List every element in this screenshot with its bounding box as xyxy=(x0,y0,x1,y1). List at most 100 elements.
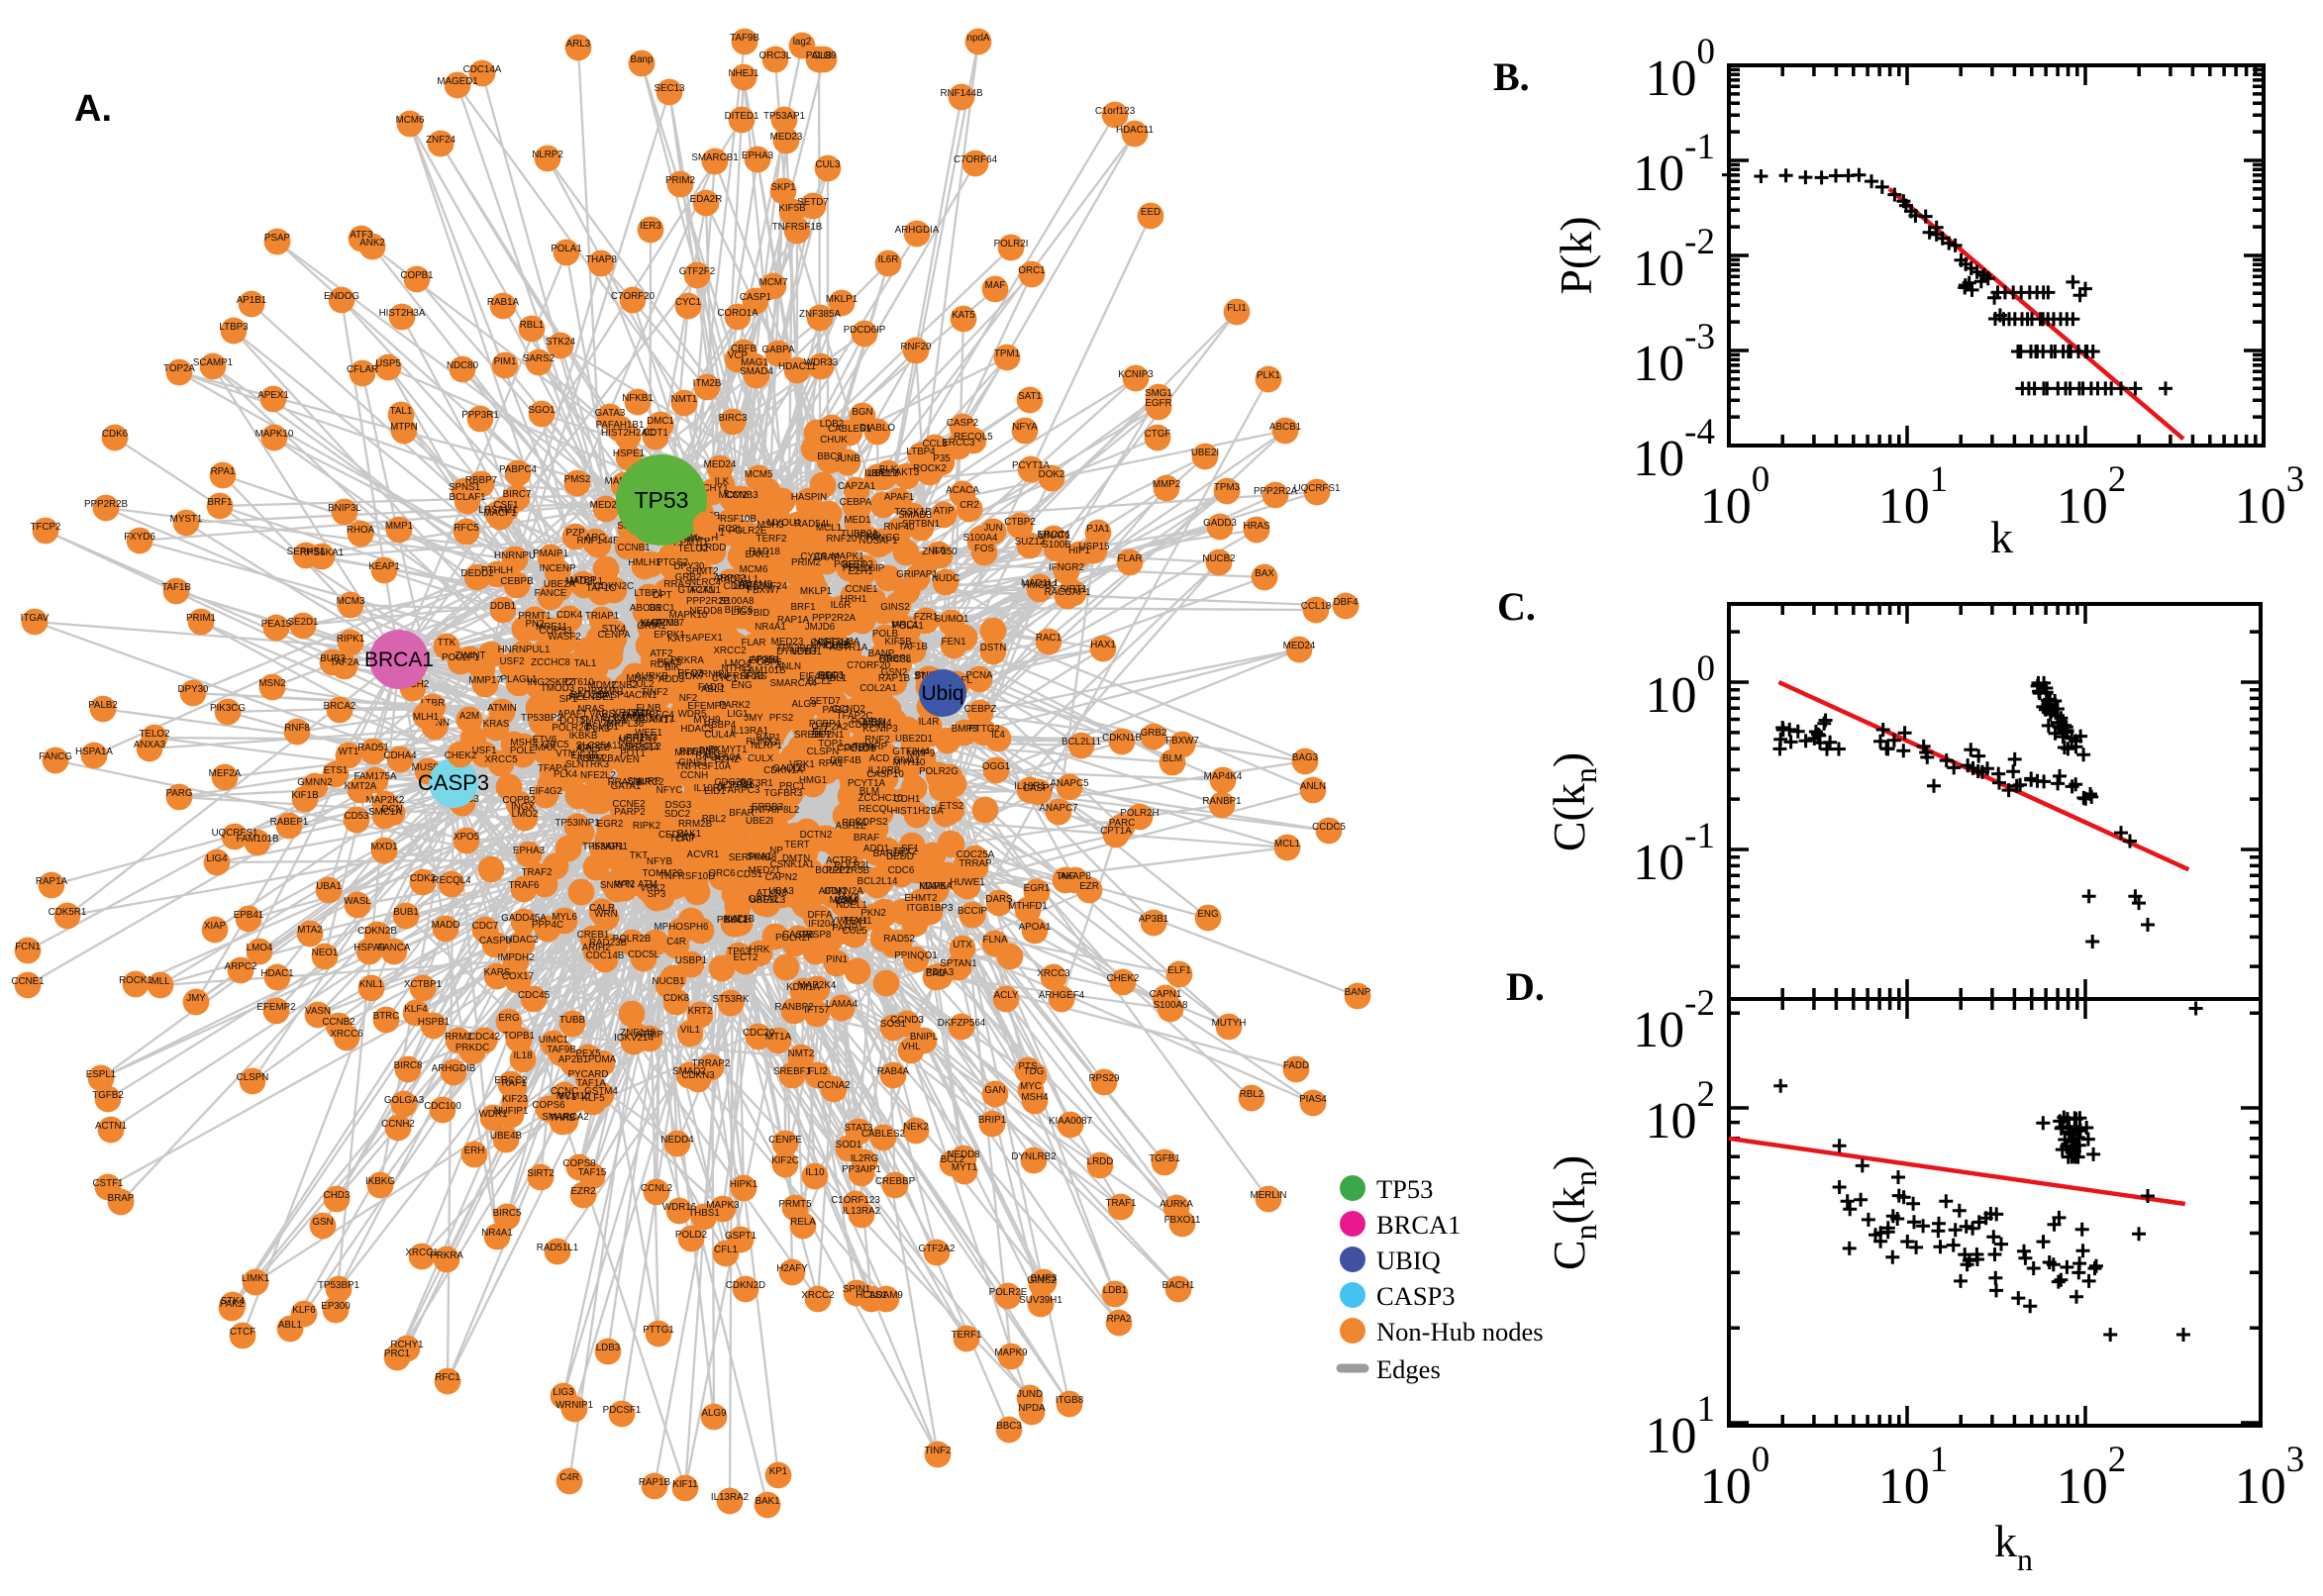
svg-text:MYOU1: MYOU1 xyxy=(767,518,802,529)
svg-text:SDC2: SDC2 xyxy=(664,809,690,820)
svg-text:CCNB2: CCNB2 xyxy=(322,1017,354,1028)
svg-text:TAF2A: TAF2A xyxy=(330,657,359,668)
svg-text:BARD1: BARD1 xyxy=(873,848,906,859)
svg-text:LRDD: LRDD xyxy=(1087,1156,1114,1167)
svg-text:MYC: MYC xyxy=(1020,1081,1042,1092)
svg-text:GTF2F2: GTF2F2 xyxy=(679,266,715,277)
svg-text:IL10: IL10 xyxy=(805,1167,825,1178)
svg-text:MPHOSPH6: MPHOSPH6 xyxy=(655,922,710,933)
svg-text:BANP: BANP xyxy=(1345,987,1371,998)
svg-text:EZR: EZR xyxy=(1079,881,1099,892)
svg-text:KLF5: KLF5 xyxy=(581,1093,605,1104)
svg-text:SPIN1: SPIN1 xyxy=(843,1284,870,1295)
svg-text:MYT1: MYT1 xyxy=(650,714,675,725)
svg-text:MRE11: MRE11 xyxy=(536,622,567,633)
svg-text:WDR1: WDR1 xyxy=(479,1109,508,1120)
svg-text:SP1: SP1 xyxy=(559,694,578,705)
svg-text:TOPB1: TOPB1 xyxy=(503,1031,535,1042)
svg-text:NRAS: NRAS xyxy=(577,704,605,715)
svg-text:ATIP: ATIP xyxy=(933,506,955,517)
svg-text:SE2D1: SE2D1 xyxy=(287,617,318,628)
svg-text:HRAS: HRAS xyxy=(1243,521,1270,532)
svg-text:SMG1: SMG1 xyxy=(1145,388,1172,399)
svg-text:PYCARD: PYCARD xyxy=(568,1069,609,1080)
svg-text:ARPC2: ARPC2 xyxy=(714,573,747,584)
svg-text:LMO2: LMO2 xyxy=(512,809,539,820)
svg-text:DSTN: DSTN xyxy=(980,643,1007,653)
svg-text:IKBKB: IKBKB xyxy=(569,731,598,742)
svg-text:SHPRH: SHPRH xyxy=(684,533,718,544)
svg-text:NUCB2: NUCB2 xyxy=(1202,553,1235,564)
svg-text:GSTM4: GSTM4 xyxy=(584,1086,618,1097)
svg-text:RFC1: RFC1 xyxy=(435,1372,460,1383)
svg-text:WT2: WT2 xyxy=(615,879,636,890)
svg-text:AP1B1: AP1B1 xyxy=(237,295,267,306)
svg-text:ZNF385A: ZNF385A xyxy=(799,309,841,320)
svg-text:NFYB: NFYB xyxy=(647,856,673,867)
svg-text:MTBP: MTBP xyxy=(569,575,597,586)
svg-text:CDT1: CDT1 xyxy=(643,428,668,439)
svg-text:PCNA: PCNA xyxy=(965,670,993,681)
svg-text:MSH2: MSH2 xyxy=(510,738,537,748)
svg-text:CENPE: CENPE xyxy=(768,1135,802,1146)
svg-text:JUN: JUN xyxy=(983,523,1002,534)
svg-text:BIK: BIK xyxy=(664,662,680,673)
svg-text:ABL1: ABL1 xyxy=(701,684,725,695)
svg-text:GINS2: GINS2 xyxy=(880,602,909,613)
svg-text:MAGED1: MAGED1 xyxy=(437,76,477,87)
svg-text:C7ORF64: C7ORF64 xyxy=(954,154,998,165)
svg-text:MCM5: MCM5 xyxy=(745,469,773,480)
svg-text:VTN: VTN xyxy=(556,748,575,759)
svg-text:BLM: BLM xyxy=(1162,753,1182,764)
svg-text:COL2A1: COL2A1 xyxy=(859,683,897,694)
svg-text:CHUK: CHUK xyxy=(820,435,848,446)
svg-text:FANCA: FANCA xyxy=(378,943,411,953)
svg-text:CUL1: CUL1 xyxy=(723,915,748,926)
svg-text:APOA1: APOA1 xyxy=(1019,922,1052,933)
svg-text:THAP8: THAP8 xyxy=(585,254,617,265)
svg-text:BAK1: BAK1 xyxy=(745,549,769,560)
svg-text:TNFRSF10D: TNFRSF10D xyxy=(659,871,716,882)
svg-text:ABCB1: ABCB1 xyxy=(630,603,661,614)
svg-text:POLR2F: POLR2F xyxy=(775,933,813,944)
svg-text:MAPK10: MAPK10 xyxy=(255,429,294,440)
svg-text:LDB1: LDB1 xyxy=(1103,1285,1128,1296)
svg-text:MYL6: MYL6 xyxy=(552,912,577,923)
svg-text:RFC3: RFC3 xyxy=(818,670,844,681)
svg-text:BID: BID xyxy=(754,608,769,619)
svg-text:CCNH2: CCNH2 xyxy=(381,1119,415,1130)
svg-text:PPM1D: PPM1D xyxy=(673,538,707,549)
svg-text:MED23: MED23 xyxy=(771,637,804,648)
svg-text:GATA3: GATA3 xyxy=(595,408,626,419)
svg-text:DEDD: DEDD xyxy=(886,851,914,862)
svg-text:IL10RB: IL10RB xyxy=(868,765,901,776)
svg-text:CT610: CT610 xyxy=(564,677,594,688)
svg-text:PIK3CG: PIK3CG xyxy=(210,703,246,714)
svg-text:XIAP: XIAP xyxy=(204,921,227,932)
svg-text:HASPIN: HASPIN xyxy=(791,492,827,503)
svg-text:ARHGDIA: ARHGDIA xyxy=(895,225,940,236)
svg-text:SMARCA2: SMARCA2 xyxy=(542,1112,588,1123)
svg-text:CCL3: CCL3 xyxy=(922,439,948,449)
svg-text:GOLGA3: GOLGA3 xyxy=(384,1095,425,1106)
svg-text:PDCD6IP: PDCD6IP xyxy=(844,325,886,336)
svg-text:HIST1H2BA: HIST1H2BA xyxy=(890,806,944,817)
svg-text:BCL2L1: BCL2L1 xyxy=(815,865,850,876)
svg-text:HNRNPUL1: HNRNPUL1 xyxy=(498,645,551,655)
svg-text:UBA3: UBA3 xyxy=(768,886,794,897)
svg-text:LIG4: LIG4 xyxy=(206,853,228,864)
svg-text:SF1: SF1 xyxy=(901,844,919,854)
svg-text:MADD: MADD xyxy=(432,920,460,931)
svg-text:TP53BP1: TP53BP1 xyxy=(776,644,818,654)
svg-text:TP53: TP53 xyxy=(1376,1174,1433,1204)
svg-text:ARPC3: ARPC3 xyxy=(728,785,760,796)
svg-text:NEDD4: NEDD4 xyxy=(660,1135,694,1146)
svg-text:RAD23B: RAD23B xyxy=(589,938,628,948)
svg-text:NEO1: NEO1 xyxy=(312,948,339,958)
svg-text:DSG3: DSG3 xyxy=(665,800,692,811)
svg-text:MSH3: MSH3 xyxy=(757,520,784,531)
svg-text:RAP1A: RAP1A xyxy=(777,615,810,626)
svg-text:ENG: ENG xyxy=(1197,909,1218,920)
svg-text:RAC1: RAC1 xyxy=(1036,633,1061,644)
svg-text:ZNF350: ZNF350 xyxy=(922,547,958,557)
